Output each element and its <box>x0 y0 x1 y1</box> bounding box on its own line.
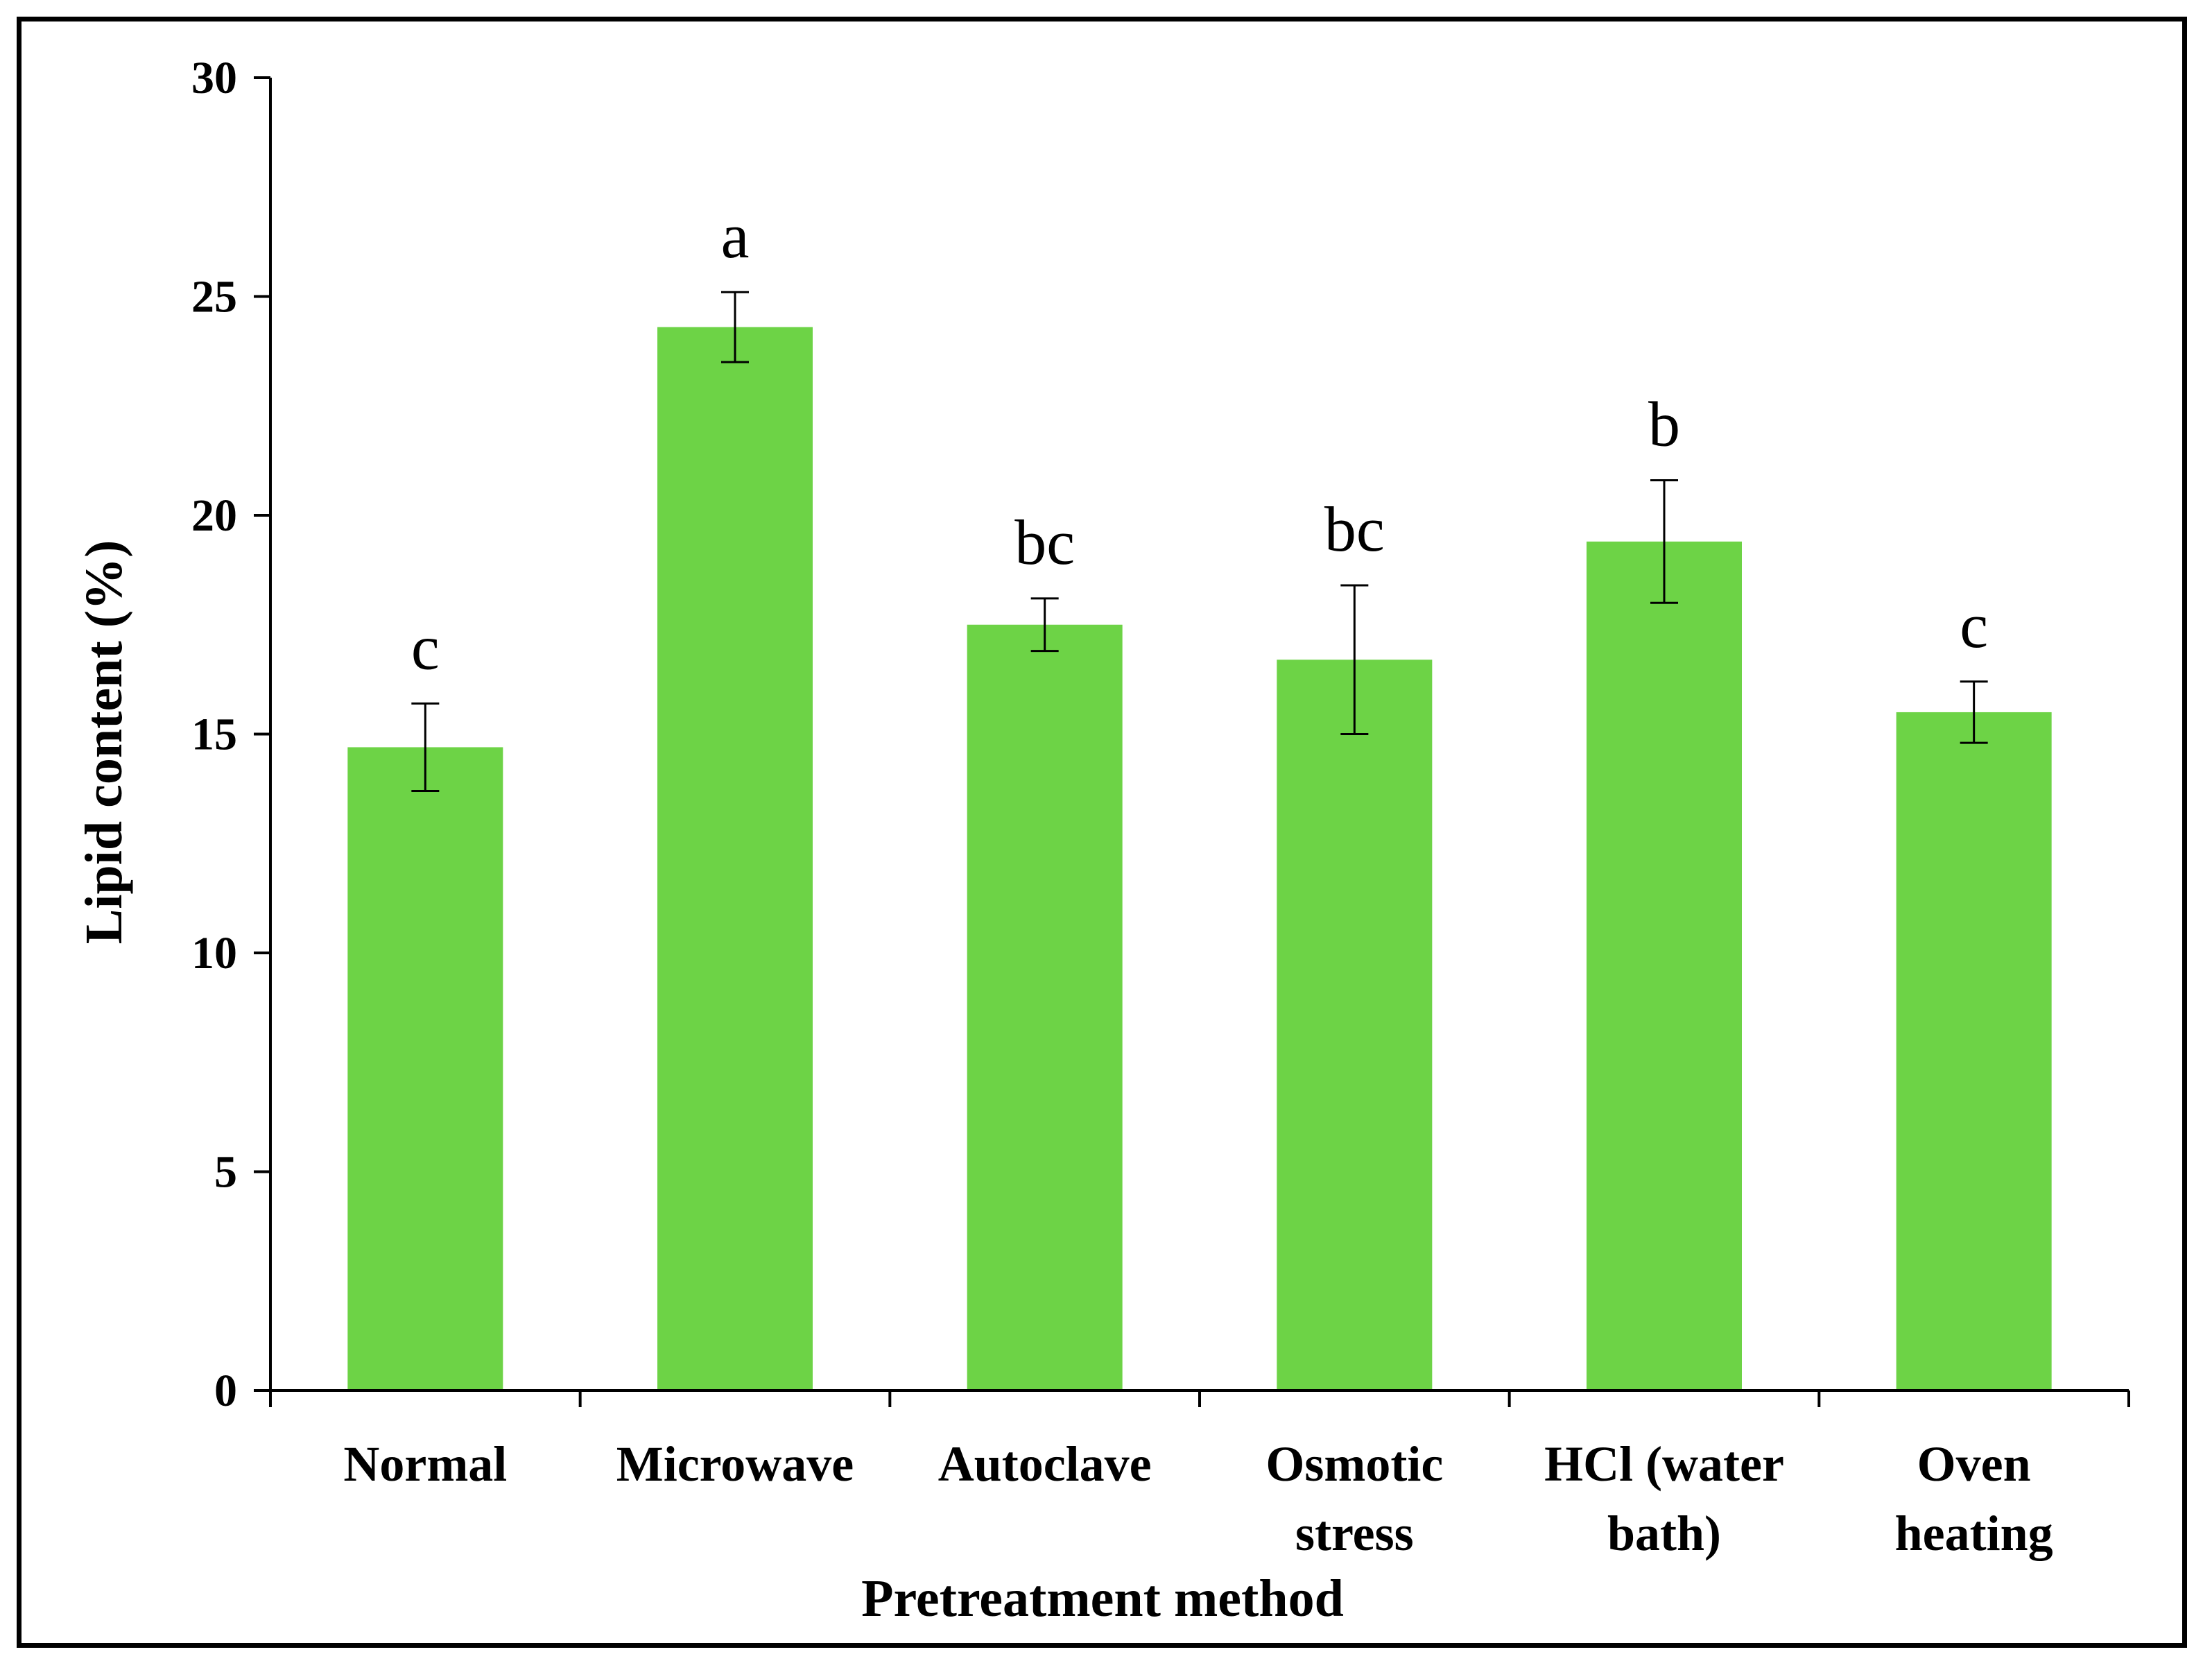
bar <box>1277 660 1433 1391</box>
x-tick-label: Autoclave <box>938 1436 1152 1492</box>
bar <box>657 327 813 1391</box>
x-tick-label: HCl (water <box>1544 1436 1784 1492</box>
significance-label: a <box>721 200 750 271</box>
x-tick-label: stress <box>1295 1506 1414 1561</box>
y-tick-label: 30 <box>191 53 237 103</box>
significance-label: bc <box>1014 507 1075 578</box>
bar <box>1896 712 2052 1391</box>
significance-label: bc <box>1324 494 1385 565</box>
bar <box>967 624 1123 1391</box>
y-tick-labels: 0 5 10 15 20 25 30 <box>191 53 237 1416</box>
y-tick-label: 10 <box>191 928 237 979</box>
x-tick-label: bath) <box>1607 1506 1721 1561</box>
y-tick-label: 5 <box>214 1147 237 1198</box>
significance-label: c <box>1960 590 1988 661</box>
error-bars <box>411 291 1988 793</box>
bars <box>347 327 2052 1391</box>
x-tick-label: Osmotic <box>1265 1436 1443 1492</box>
axes <box>254 76 2130 1407</box>
bar <box>1587 541 1742 1391</box>
x-tick-label: Normal <box>343 1436 507 1492</box>
y-tick-label: 20 <box>191 490 237 541</box>
significance-label: c <box>411 612 440 682</box>
y-tick-label: 0 <box>214 1366 237 1416</box>
y-tick-label: 25 <box>191 272 237 322</box>
x-axis-title: Pretreatment method <box>861 1569 1344 1628</box>
x-category-labels: Normal Microwave Autoclave Osmotic stress HCl… <box>343 1436 2053 1561</box>
bar <box>347 747 503 1391</box>
significance-label: b <box>1648 389 1680 460</box>
x-tick-label: Oven <box>1917 1436 2031 1492</box>
x-tick-label: Microwave <box>616 1436 854 1492</box>
y-axis-title: Lipid content (%) <box>75 540 133 945</box>
x-tick-label: heating <box>1895 1506 2053 1561</box>
y-tick-label: 15 <box>191 709 237 760</box>
